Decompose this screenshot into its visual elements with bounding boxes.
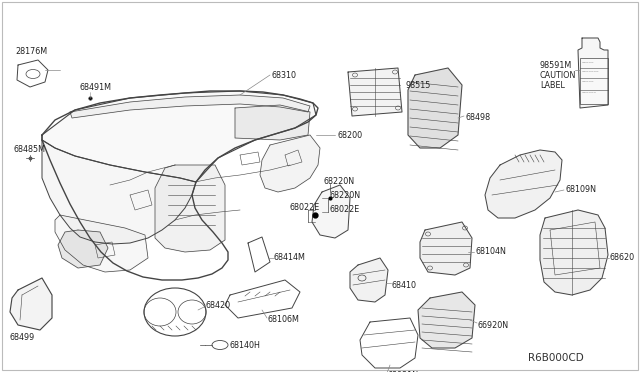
Polygon shape [55,215,148,272]
Text: 68200: 68200 [337,131,362,140]
Polygon shape [42,140,196,244]
Polygon shape [235,105,310,140]
Text: 66920N: 66920N [478,321,509,330]
Polygon shape [10,278,52,330]
Text: 68420: 68420 [205,301,230,310]
Polygon shape [58,230,108,268]
Polygon shape [540,210,608,295]
Text: 68499: 68499 [10,334,35,343]
Text: CAUTION: CAUTION [540,71,577,80]
Polygon shape [408,68,462,148]
Text: 68620: 68620 [610,253,635,263]
Polygon shape [485,150,562,218]
Text: 68498: 68498 [465,113,490,122]
Polygon shape [42,91,316,182]
Polygon shape [420,222,472,275]
Text: LABEL: LABEL [540,80,565,90]
Text: 68220N: 68220N [330,192,361,201]
Bar [580,58,608,104]
Polygon shape [70,95,310,118]
Polygon shape [578,38,608,108]
Text: 68140H: 68140H [230,340,261,350]
Text: 98515: 98515 [405,80,430,90]
Text: R6B000CD: R6B000CD [528,353,584,363]
Text: 68414M: 68414M [274,253,306,263]
Text: 68410: 68410 [392,280,417,289]
Text: 68109N: 68109N [565,186,596,195]
Text: 68022E: 68022E [330,205,360,215]
Text: 68104N: 68104N [475,247,506,257]
Polygon shape [312,185,350,238]
Text: 68485M: 68485M [14,145,46,154]
Text: 28176M: 28176M [15,48,47,57]
Text: 68310: 68310 [272,71,297,80]
Polygon shape [260,135,320,192]
Text: 68106M: 68106M [268,315,300,324]
Polygon shape [350,258,388,302]
Text: ~~~~~: ~~~~~ [582,61,595,65]
Polygon shape [155,165,225,252]
Text: 98591M: 98591M [540,61,572,70]
Text: 68022E: 68022E [290,203,320,212]
Text: 68921N: 68921N [388,371,419,372]
Text: ~~~~~: ~~~~~ [582,80,595,84]
Text: ~~~~~~: ~~~~~~ [582,91,597,95]
Text: ~~~~~~~: ~~~~~~~ [582,70,600,74]
Text: 68491M: 68491M [80,83,112,93]
Text: 68220N: 68220N [323,177,354,186]
Polygon shape [348,68,402,116]
Polygon shape [418,292,475,348]
